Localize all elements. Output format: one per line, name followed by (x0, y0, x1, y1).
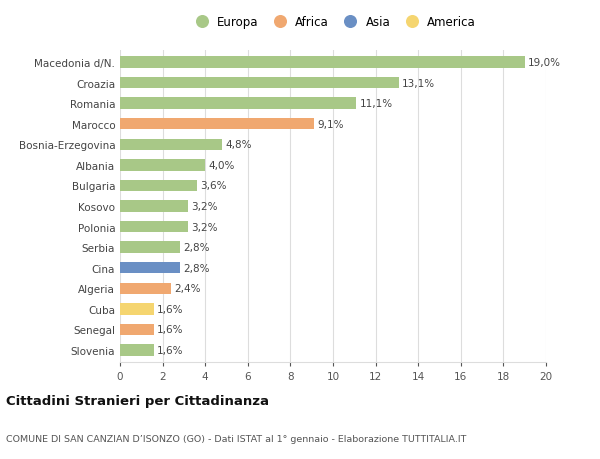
Text: 4,0%: 4,0% (208, 161, 235, 170)
Text: 11,1%: 11,1% (359, 99, 393, 109)
Text: 1,6%: 1,6% (157, 304, 184, 314)
Text: 13,1%: 13,1% (402, 78, 436, 88)
Text: 2,8%: 2,8% (183, 263, 209, 273)
Text: 9,1%: 9,1% (317, 119, 344, 129)
Text: 3,2%: 3,2% (191, 202, 218, 212)
Text: 3,2%: 3,2% (191, 222, 218, 232)
Text: 19,0%: 19,0% (528, 58, 561, 68)
Bar (120, 303, 154, 315)
Bar (120, 78, 399, 89)
Bar (120, 283, 171, 294)
Bar (120, 160, 205, 171)
Bar (120, 180, 197, 192)
Bar (120, 98, 356, 110)
Text: 2,4%: 2,4% (175, 284, 201, 294)
Text: 1,6%: 1,6% (157, 325, 184, 335)
Bar (120, 201, 188, 212)
Text: 1,6%: 1,6% (157, 345, 184, 355)
Text: Cittadini Stranieri per Cittadinanza: Cittadini Stranieri per Cittadinanza (6, 394, 269, 407)
Bar (120, 263, 179, 274)
Bar (120, 119, 314, 130)
Bar (120, 221, 188, 233)
Legend: Europa, Africa, Asia, America: Europa, Africa, Asia, America (190, 16, 476, 29)
Bar (120, 324, 154, 336)
Bar (120, 139, 222, 151)
Text: 3,6%: 3,6% (200, 181, 226, 191)
Text: COMUNE DI SAN CANZIAN D’ISONZO (GO) - Dati ISTAT al 1° gennaio - Elaborazione TU: COMUNE DI SAN CANZIAN D’ISONZO (GO) - Da… (6, 434, 466, 442)
Bar (120, 242, 179, 253)
Text: 4,8%: 4,8% (226, 140, 252, 150)
Text: 2,8%: 2,8% (183, 243, 209, 252)
Bar (120, 345, 154, 356)
Bar (120, 57, 525, 68)
